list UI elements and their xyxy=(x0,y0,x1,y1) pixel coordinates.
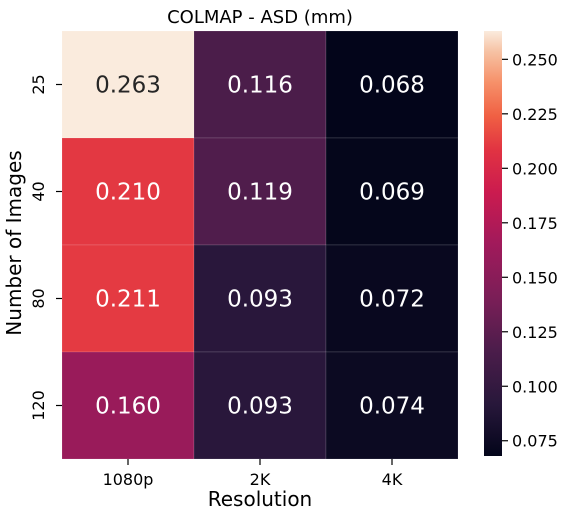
x-tick-label: 4K xyxy=(382,470,403,489)
y-tick-label: 25 xyxy=(29,74,48,94)
colorbar-tick-label: 0.100 xyxy=(512,377,558,396)
heatmap-cell-label: 0.072 xyxy=(359,287,425,313)
colorbar xyxy=(484,31,502,456)
heatmap-cell-label: 0.068 xyxy=(359,73,425,99)
heatmap-cell-label: 0.119 xyxy=(227,180,293,206)
colorbar-tick-label: 0.250 xyxy=(512,50,558,69)
colorbar-tick-label: 0.225 xyxy=(512,105,558,124)
heatmap-cell-label: 0.074 xyxy=(359,394,425,420)
heatmap-cell xyxy=(325,137,459,246)
y-tick-label: 80 xyxy=(29,288,48,308)
colorbar-tick-label: 0.200 xyxy=(512,159,558,178)
x-axis-ticks: 1080p 2K 4K xyxy=(103,459,403,489)
colorbar-tick-label: 0.175 xyxy=(512,214,558,233)
heatmap-cell xyxy=(325,30,459,139)
x-axis-label: Resolution xyxy=(208,487,313,511)
heatmap-cell xyxy=(61,244,195,353)
heatmap-cell-label: 0.210 xyxy=(95,180,161,206)
y-tick-label: 40 xyxy=(29,181,48,201)
heatmap-cell xyxy=(193,244,327,353)
colorbar-tick-label: 0.125 xyxy=(512,323,558,342)
heatmap-cell xyxy=(61,30,195,139)
heatmap-cell xyxy=(193,30,327,139)
heatmap-cell-label: 0.093 xyxy=(227,394,293,420)
heatmap-cell-labels: 0.263 0.116 0.068 0.210 0.119 0.069 0.211 0.093… xyxy=(95,73,425,420)
heatmap-cell xyxy=(61,351,195,460)
heatmap-cell xyxy=(193,137,327,246)
heatmap-cell-label: 0.093 xyxy=(227,287,293,313)
y-axis-ticks: 25 40 80 120 xyxy=(29,74,62,421)
colorbar-tick-label: 0.075 xyxy=(512,432,558,451)
x-tick-label: 1080p xyxy=(103,470,154,489)
y-tick-label: 120 xyxy=(29,390,48,421)
heatmap-cell-label: 0.069 xyxy=(359,180,425,206)
y-axis-label: Number of Images xyxy=(2,150,26,335)
heatmap-cell-label: 0.116 xyxy=(227,73,293,99)
heatmap-cell xyxy=(325,351,459,460)
heatmap-cell-label: 0.211 xyxy=(95,287,161,313)
heatmap-cell-label: 0.263 xyxy=(95,73,161,99)
heatmap-cell-label: 0.160 xyxy=(95,394,161,420)
colorbar-tick-label: 0.150 xyxy=(512,268,558,287)
x-tick-label: 2K xyxy=(250,470,271,489)
heatmap-cell xyxy=(61,137,195,246)
chart-title: COLMAP - ASD (mm) xyxy=(167,7,353,28)
colorbar-ticks: 0.075 0.100 0.125 0.150 0.175 0.200 0.225 0.250 xyxy=(502,50,558,451)
heatmap-cells xyxy=(61,30,459,460)
